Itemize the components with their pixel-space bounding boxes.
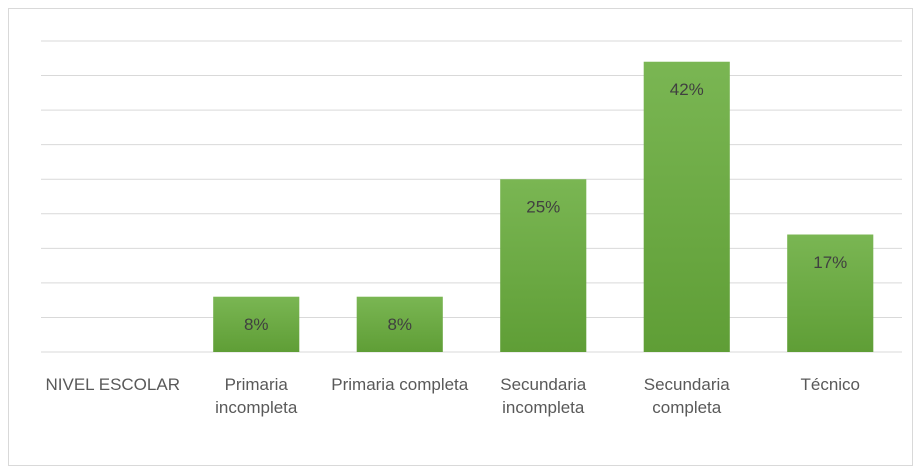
data-label: 25% (526, 198, 560, 217)
x-tick-label: Primaria incompleta (215, 375, 298, 417)
x-tick-label: Secundaria incompleta (500, 375, 587, 417)
bar (643, 61, 730, 352)
x-tick-label: Técnico (800, 375, 861, 394)
bar (356, 296, 443, 352)
data-label: 17% (813, 253, 847, 272)
bar (787, 234, 874, 352)
x-tick-label: Primaria completa (331, 375, 469, 394)
data-label: 42% (670, 80, 704, 99)
data-label: 8% (244, 315, 269, 334)
bar (213, 296, 300, 352)
chart-border (8, 8, 913, 466)
x-tick-label: Secundaria completa (643, 375, 730, 417)
x-tick-label: NIVEL ESCOLAR (45, 375, 180, 394)
data-label: 8% (387, 315, 412, 334)
bar (500, 179, 587, 352)
